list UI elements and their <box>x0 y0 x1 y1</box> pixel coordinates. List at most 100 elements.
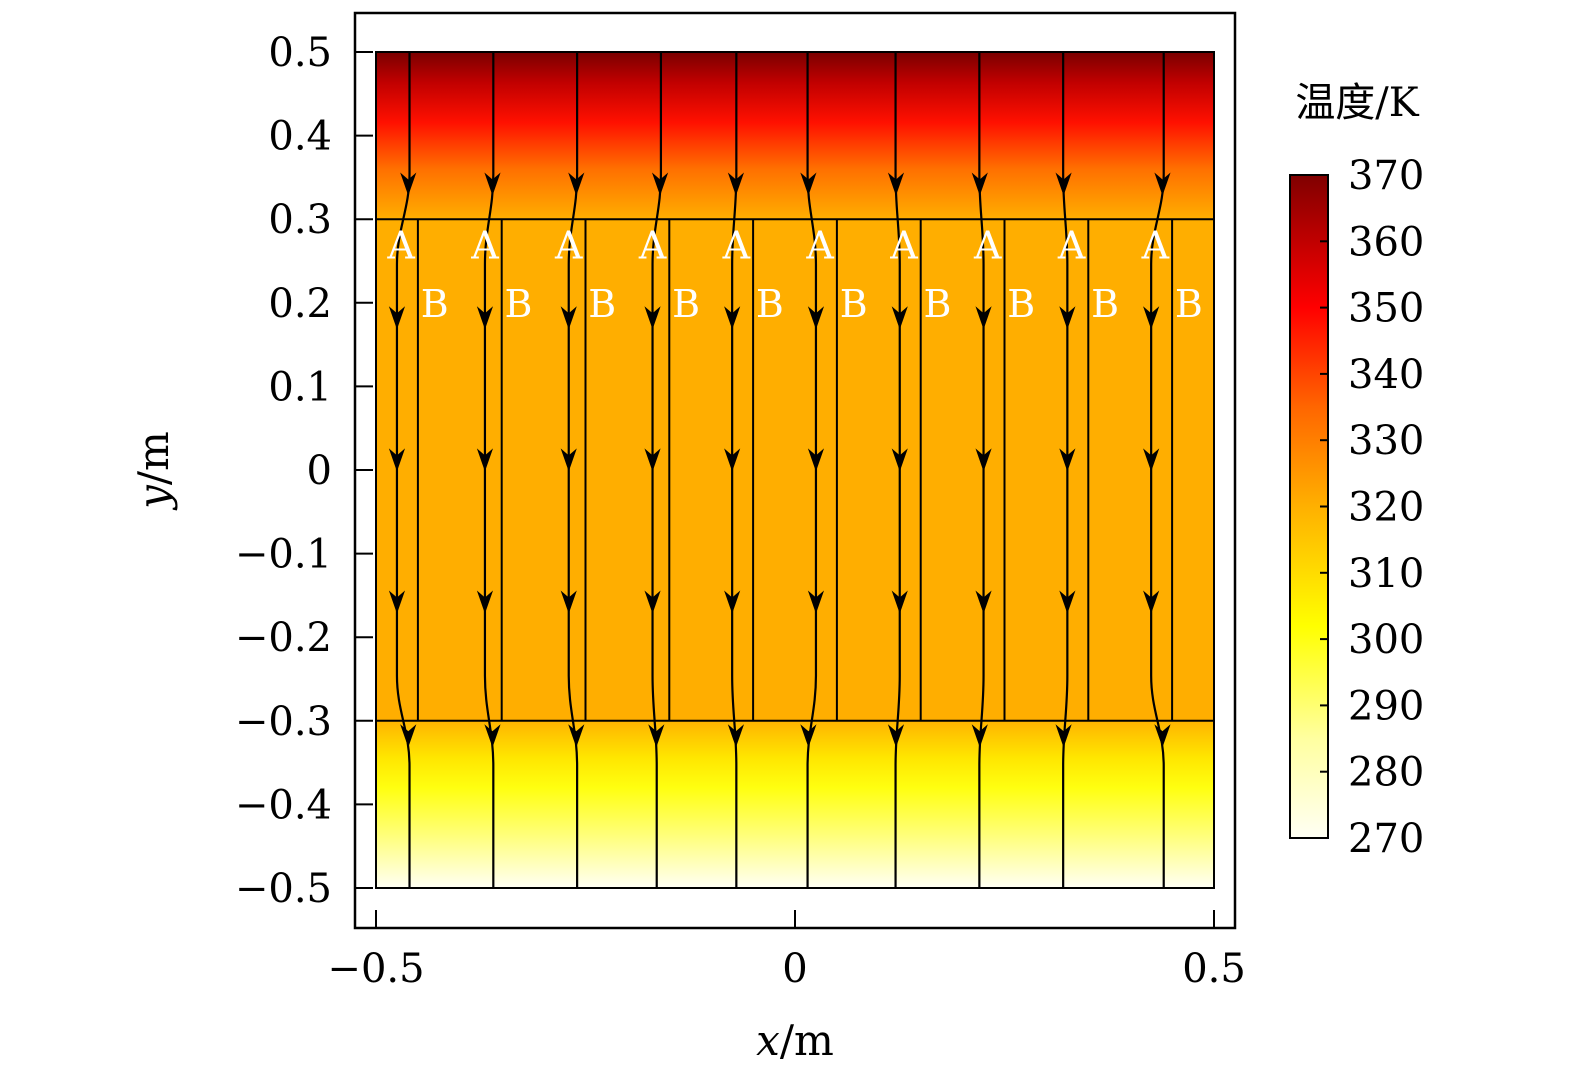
flux-arrow-5-2 <box>807 448 825 472</box>
x-axis-ticks: −0.5 0 0.5 <box>327 910 1246 992</box>
flux-arrow-1-0 <box>484 172 501 196</box>
region-label-a-4: A <box>722 223 751 267</box>
heatmap-top-region <box>376 52 1214 220</box>
flux-arrow-8-1 <box>1059 306 1076 330</box>
flux-arrow-3-2 <box>644 448 661 472</box>
y-tick-label-3: 0.2 <box>268 281 332 327</box>
colorbar-ticks: 370 360 350 340 330 320 310 300 290 280 270 <box>1320 153 1424 862</box>
flux-arrow-8-0 <box>1055 172 1072 196</box>
flux-arrow-0-3 <box>388 590 406 614</box>
flux-arrow-7-0 <box>971 172 988 196</box>
flux-arrow-0-4 <box>400 724 417 748</box>
region-label-b-15: B <box>840 282 868 326</box>
flux-arrow-8-2 <box>1059 448 1076 472</box>
region-label-a-5: A <box>805 223 834 267</box>
interface-lines <box>376 218 1214 722</box>
flux-arrow-2-3 <box>560 590 577 614</box>
flux-arrow-4-4 <box>727 724 745 748</box>
y-axis-unit: /m <box>129 431 178 485</box>
flux-arrow-8-3 <box>1059 590 1076 614</box>
flux-arrow-3-1 <box>644 306 661 330</box>
flux-arrow-6-2 <box>891 448 908 472</box>
y-tick-label-4: 0.1 <box>268 364 332 410</box>
flux-arrow-6-3 <box>891 590 908 614</box>
flux-arrow-2-4 <box>568 724 585 748</box>
flux-arrow-5-4 <box>800 724 817 748</box>
colorbar-tick-label-3: 340 <box>1348 352 1424 398</box>
heatmap <box>376 52 1214 888</box>
colorbar-tick-label-5: 320 <box>1348 485 1424 531</box>
flux-arrow-7-3 <box>975 590 992 614</box>
y-tick-label-9: −0.4 <box>235 782 332 828</box>
colorbar-tick-label-2: 350 <box>1348 286 1424 332</box>
flux-arrow-0-2 <box>388 448 406 472</box>
colorbar-tick-label-6: 310 <box>1348 551 1424 597</box>
heatmap-bottom-region <box>376 720 1214 888</box>
flux-arrow-2-1 <box>560 306 577 330</box>
region-label-a-8: A <box>1057 223 1086 267</box>
region-label-b-14: B <box>756 282 784 326</box>
colorbar-tick-label-10: 270 <box>1348 816 1424 862</box>
region-label-a-6: A <box>889 223 918 267</box>
flux-arrow-1-4 <box>484 724 501 748</box>
y-tick-label-6: −0.1 <box>235 532 332 578</box>
y-tick-label-1: 0.4 <box>268 114 332 160</box>
flux-arrow-6-0 <box>887 172 905 196</box>
y-tick-label-10: −0.5 <box>235 866 332 912</box>
y-tick-label-5: 0 <box>307 448 332 494</box>
region-label-a-2: A <box>554 223 583 267</box>
flux-arrow-4-2 <box>724 448 741 472</box>
heat-flux-lines <box>388 52 1171 888</box>
y-tick-label-0: 0.5 <box>268 30 332 76</box>
colorbar-tick-label-8: 290 <box>1348 683 1424 729</box>
y-axis-var: y <box>129 484 178 511</box>
flux-arrow-5-1 <box>807 306 825 330</box>
colorbar-title: 温度/K <box>1295 80 1419 126</box>
region-label-b-13: B <box>672 282 700 326</box>
flux-arrow-4-0 <box>727 172 745 196</box>
flux-arrow-3-4 <box>648 724 665 748</box>
x-axis-var: x <box>756 1016 780 1065</box>
region-label-b-17: B <box>1007 282 1035 326</box>
flux-arrow-6-4 <box>887 724 905 748</box>
flux-arrow-3-3 <box>644 590 661 614</box>
flux-arrow-6-1 <box>891 306 908 330</box>
colorbar: 温度/K 370 360 350 340 330 320 310 300 290 280 270 <box>1289 80 1424 862</box>
colorbar-tick-label-1: 360 <box>1348 219 1424 265</box>
flux-arrow-9-4 <box>1154 724 1171 748</box>
region-label-a-7: A <box>973 223 1002 267</box>
y-tick-label-8: −0.3 <box>235 699 332 745</box>
region-label-b-16: B <box>923 282 951 326</box>
region-label-a-0: A <box>386 223 415 267</box>
flux-arrow-2-0 <box>568 172 585 196</box>
flux-arrow-3-0 <box>651 172 669 196</box>
region-label-a-1: A <box>470 223 499 267</box>
colorbar-tick-label-7: 300 <box>1348 617 1424 663</box>
region-label-b-10: B <box>421 282 449 326</box>
flux-arrow-1-2 <box>476 448 494 472</box>
x-tick-label-2: 0.5 <box>1182 946 1246 992</box>
region-label-a-3: A <box>638 223 667 267</box>
flux-arrow-1-1 <box>476 306 494 330</box>
flux-arrow-0-1 <box>388 306 406 330</box>
colorbar-tick-label-9: 280 <box>1348 750 1424 796</box>
flux-arrow-7-2 <box>975 448 992 472</box>
region-labels: A A A A A A A A A AB B B B B B B B B B <box>386 223 1202 326</box>
flux-arrow-5-3 <box>807 590 825 614</box>
flux-arrow-7-4 <box>971 724 988 748</box>
y-axis-title: y/m <box>129 431 178 511</box>
y-axis-ticks: 0.5 0.4 0.3 0.2 0.1 0 −0.1 −0.2 −0.3 −0.4 −0.5 <box>235 30 373 912</box>
region-label-b-19: B <box>1175 282 1203 326</box>
x-axis-title: x/m <box>756 1016 834 1065</box>
flux-arrow-2-2 <box>560 448 577 472</box>
strip-boundaries <box>416 219 1174 721</box>
heatmap-middle-region <box>376 219 1214 721</box>
x-tick-label-1: 0 <box>782 946 807 992</box>
colorbar-tick-label-0: 370 <box>1348 153 1424 199</box>
flux-arrow-9-1 <box>1143 306 1160 330</box>
flux-arrow-8-4 <box>1055 724 1072 748</box>
data-area-border <box>375 51 1215 889</box>
flux-arrow-7-1 <box>975 306 992 330</box>
x-axis-unit: /m <box>780 1016 834 1065</box>
